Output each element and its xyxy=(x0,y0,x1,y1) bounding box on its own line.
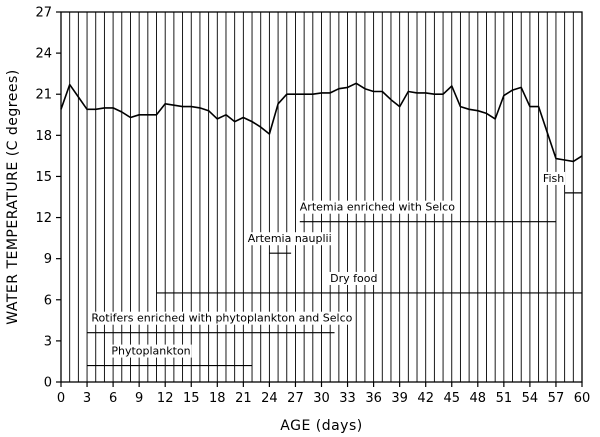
annotation-label: Artemia enriched with Selco xyxy=(300,201,455,214)
annotation-label: Rotifers enriched with phytoplankton and… xyxy=(91,312,352,325)
annotation-label-background xyxy=(90,311,354,325)
vertical-grid xyxy=(69,12,574,382)
annotation-label: Artemia nauplii xyxy=(248,232,332,245)
y-tick-label: 18 xyxy=(35,129,52,144)
x-tick-label: 18 xyxy=(209,391,226,406)
y-tick-label: 3 xyxy=(44,334,52,349)
x-tick-label: 0 xyxy=(57,391,65,406)
x-tick-label: 36 xyxy=(365,391,382,406)
x-tick-label: 9 xyxy=(135,391,143,406)
x-tick-label: 24 xyxy=(261,391,278,406)
x-tick-label: 12 xyxy=(157,391,174,406)
axes xyxy=(56,11,583,387)
annotation-label-background xyxy=(298,200,457,214)
x-tick-label: 6 xyxy=(109,391,117,406)
x-tick-label: 30 xyxy=(313,391,330,406)
annotation-label-background xyxy=(110,344,192,358)
feeding-annotations: Phytoplankton Rotifers enriched with phyt… xyxy=(87,171,582,367)
y-tick-label: 0 xyxy=(44,376,52,391)
annotation-label-background xyxy=(329,271,379,285)
annotation-label: Phytoplankton xyxy=(111,345,190,358)
annotation-label: Fish xyxy=(543,172,564,185)
temperature-line xyxy=(60,82,583,163)
x-tick-label: 54 xyxy=(522,391,539,406)
x-tick-label: 3 xyxy=(83,391,91,406)
x-tick-label: 51 xyxy=(496,391,513,406)
y-tick-label: 12 xyxy=(35,211,52,226)
x-tick-label: 21 xyxy=(235,391,252,406)
x-tick-label: 60 xyxy=(574,391,591,406)
y-tick-label: 9 xyxy=(44,252,52,267)
x-tick-label: 33 xyxy=(339,391,356,406)
annotation-label: Dry food xyxy=(330,272,377,285)
x-axis-title: AGE (days) xyxy=(280,418,362,434)
x-tick-label: 57 xyxy=(548,391,565,406)
x-tick-label: 45 xyxy=(443,391,460,406)
y-tick-label: 24 xyxy=(35,47,52,62)
annotation-label-background xyxy=(541,171,566,185)
annotation-label-background xyxy=(246,232,333,246)
x-tick-label: 48 xyxy=(470,391,487,406)
y-tick-label: 15 xyxy=(35,170,52,185)
x-tick-label: 39 xyxy=(391,391,408,406)
x-tick-label: 42 xyxy=(417,391,434,406)
temperature-series xyxy=(60,82,583,163)
x-tick-label: 27 xyxy=(287,391,304,406)
y-tick-label: 21 xyxy=(35,88,52,103)
x-tick-label: 15 xyxy=(183,391,200,406)
y-tick-label: 6 xyxy=(44,293,52,308)
y-tick-label: 27 xyxy=(35,6,52,21)
y-axis-title: WATER TEMPERATURE (C degrees) xyxy=(5,69,21,324)
